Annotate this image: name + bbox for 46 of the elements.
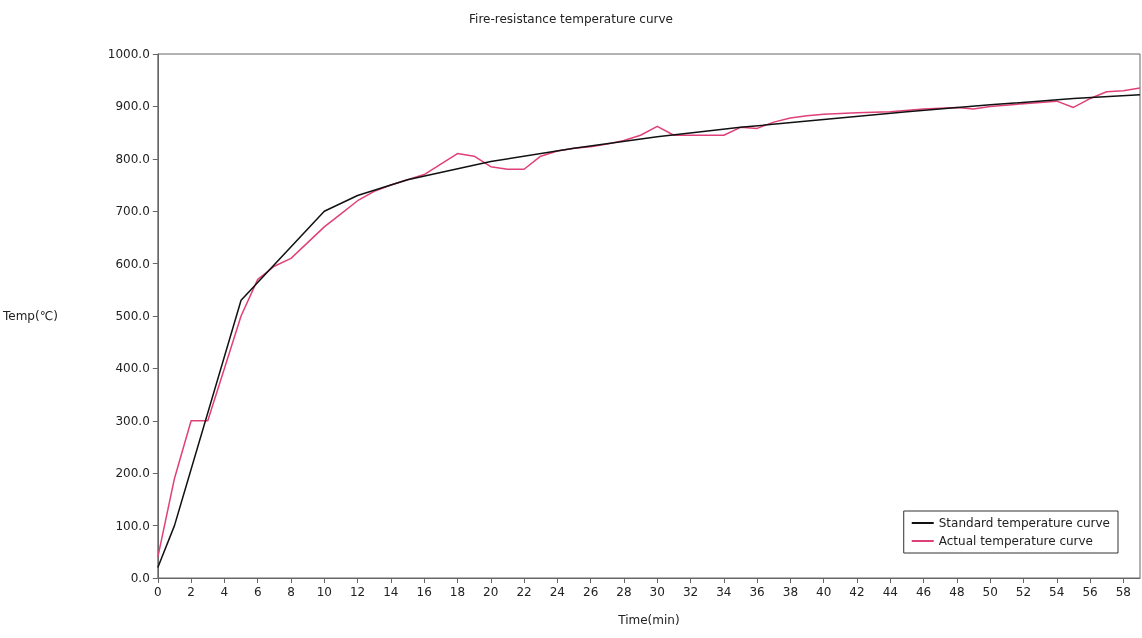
y-axis-title: Temp(℃) (1, 309, 58, 323)
x-tick-label: 8 (287, 585, 295, 599)
x-tick-label: 24 (549, 585, 565, 599)
x-tick-label: 28 (616, 585, 632, 599)
legend-label: Actual temperature curve (938, 534, 1094, 548)
x-tick-label: 54 (1049, 585, 1065, 599)
y-tick-label: 700.0 (115, 204, 150, 219)
x-tick-label: 44 (882, 585, 898, 599)
x-tick-label: 20 (483, 585, 499, 599)
x-tick-label: 38 (782, 585, 799, 599)
y-tick-label: 300.0 (115, 413, 150, 428)
x-tick-label: 34 (716, 585, 732, 599)
x-tick-label: 14 (383, 585, 399, 599)
x-tick-label: 12 (349, 585, 366, 599)
x-tick-label: 58 (1115, 585, 1131, 599)
x-tick-label: 40 (816, 585, 832, 599)
y-tick-label: 500.0 (115, 309, 150, 323)
y-tick-label: 800.0 (115, 151, 150, 166)
x-tick-label: 32 (682, 585, 699, 599)
x-tick-label: 56 (1082, 585, 1098, 599)
x-tick-label: 18 (449, 585, 466, 599)
y-tick-label: 900.0 (115, 99, 150, 114)
x-tick-label: 30 (649, 585, 665, 599)
y-tick-label: 400.0 (115, 361, 150, 376)
y-tick-label: 0.0 (130, 571, 150, 585)
x-tick-label: 0 (154, 585, 162, 599)
legend-label: Standard temperature curve (938, 516, 1111, 530)
x-tick-label: 26 (583, 585, 599, 599)
x-tick-label: 2 (187, 585, 195, 599)
x-tick-label: 42 (849, 585, 865, 599)
y-tick-label: 1000.0 (107, 47, 150, 61)
x-tick-label: 6 (253, 585, 262, 599)
chart-title: Fire-resistance temperature curve (469, 12, 673, 26)
x-tick-label: 4 (220, 585, 229, 599)
x-tick-label: 48 (949, 585, 965, 599)
y-tick-label: 600.0 (115, 256, 150, 271)
x-tick-label: 16 (416, 585, 432, 599)
x-tick-label: 52 (1015, 585, 1032, 599)
x-axis-title: Time(min) (617, 613, 680, 627)
x-tick-label: 22 (516, 585, 532, 599)
y-tick-label: 200.0 (115, 466, 150, 481)
x-tick-label: 36 (749, 585, 765, 599)
x-tick-label: 10 (316, 585, 332, 599)
y-tick-label: 100.0 (115, 518, 150, 533)
x-tick-label: 46 (915, 585, 932, 599)
x-tick-label: 50 (982, 585, 998, 599)
